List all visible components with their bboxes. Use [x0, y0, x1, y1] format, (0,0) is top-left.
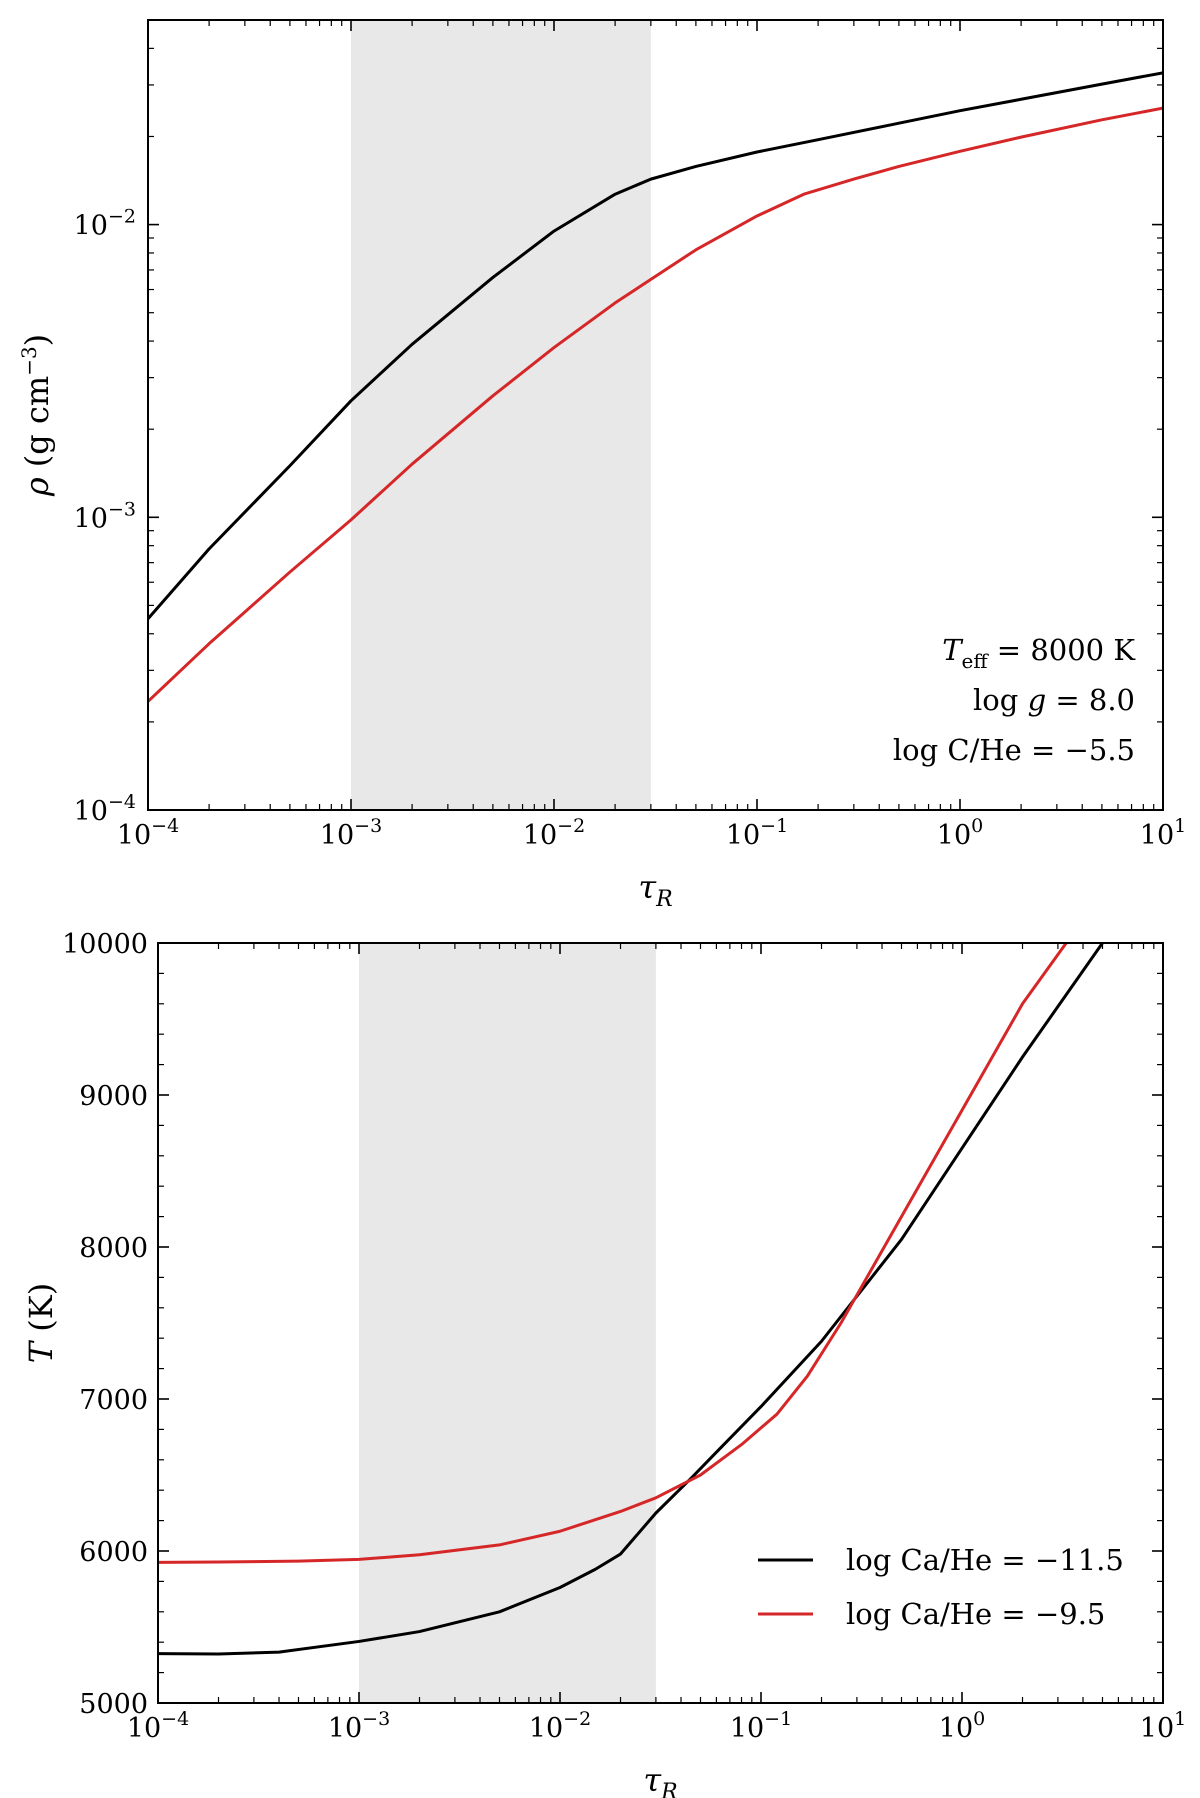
x-axis-label: τR — [643, 1761, 677, 1798]
plot-frame — [147, 19, 1164, 811]
annotation-symbol: T — [942, 633, 964, 667]
y-axis-label-symbol: ρ — [18, 477, 56, 497]
y-tick-label-3: 7000 — [79, 1385, 148, 1416]
x-axis-label-sub: R — [660, 1780, 678, 1798]
x-tick-label-3: 10−2 — [523, 815, 585, 851]
y-axis-label-close: ) — [18, 334, 56, 346]
y-axis-label: T (K) — [22, 1283, 60, 1363]
x-tick-label-2-exp: −3 — [354, 815, 382, 837]
x-tick-label-6: 101 — [1140, 1708, 1186, 1744]
x-tick-label-1-base: 10 — [127, 1713, 161, 1744]
x-tick-label-2-exp: −3 — [362, 1708, 390, 1730]
y-tick-label-1: 5000 — [79, 1689, 148, 1720]
x-axis-label-main: τ — [643, 1761, 662, 1798]
x-tick-label-4-exp: −1 — [764, 1708, 792, 1730]
x-tick-label-5-base: 10 — [939, 1713, 973, 1744]
x-axis-label-main: τ — [638, 868, 657, 906]
shaded-region — [359, 943, 656, 1703]
x-tick-label-5-exp: 0 — [973, 1708, 985, 1730]
x-axis-label-sub: R — [655, 887, 673, 912]
annotation-rest: = 8000 K — [988, 633, 1137, 667]
annotation-log: log — [973, 683, 1028, 717]
y-tick-label-6: 10000 — [62, 929, 148, 960]
y-tick-label-3-base: 10 — [74, 211, 108, 242]
x-tick-label-3-exp: −2 — [563, 1708, 591, 1730]
x-tick-label-2: 10−3 — [320, 815, 382, 851]
y-tick-label-1-exp: −4 — [108, 791, 136, 813]
y-tick-label-2-exp: −3 — [108, 498, 136, 520]
series-group — [158, 943, 1104, 1656]
series-group — [148, 71, 1163, 703]
y-tick-label-3-exp: −2 — [108, 206, 136, 228]
x-tick-label-5-exp: 0 — [971, 815, 983, 837]
x-tick-label-3-base: 10 — [523, 820, 557, 851]
x-tick-label-4-base: 10 — [726, 820, 760, 851]
x-tick-label-6-exp: 1 — [1174, 1708, 1186, 1730]
x-tick-label-1: 10−4 — [117, 815, 179, 851]
series-line-2 — [148, 106, 1163, 703]
x-tick-label-5: 100 — [937, 815, 983, 851]
annotation-rest: = 8.0 — [1046, 683, 1135, 717]
x-tick-label-2: 10−3 — [328, 1708, 390, 1744]
series-line-1 — [158, 943, 1104, 1656]
plot-frame — [157, 942, 1164, 1704]
x-tick-label-3: 10−2 — [529, 1708, 591, 1744]
temperature-panel: 10−4 10−3 10−2 10−1 100 101500060007000800090… — [22, 929, 1186, 1798]
x-tick-label-1-base: 10 — [117, 820, 151, 851]
x-tick-label-1-exp: −4 — [161, 1708, 189, 1730]
y-axis-label: ρ (g cm−3) — [17, 334, 56, 497]
shaded-region — [351, 20, 651, 810]
y-tick-label-1-base: 10 — [74, 796, 108, 827]
y-axis-label-symbol: T — [22, 1339, 60, 1363]
x-tick-label-2-base: 10 — [320, 820, 354, 851]
annotation-3: log C/He = −5.5 — [893, 733, 1135, 767]
x-tick-label-4: 10−1 — [726, 815, 788, 851]
x-tick-label-6-base: 10 — [1140, 1713, 1174, 1744]
x-tick-label-6: 101 — [1140, 815, 1186, 851]
annotation-1: Teff = 8000 K — [942, 633, 1136, 673]
series-line-1 — [148, 71, 1163, 621]
y-tick-label-3: 10−2 — [74, 206, 136, 242]
x-tick-label-1-exp: −4 — [151, 815, 179, 837]
legend-label-2: log Ca/He = −9.5 — [846, 1597, 1105, 1631]
x-tick-label-6-exp: 1 — [1174, 815, 1186, 837]
legend-label-1: log Ca/He = −11.5 — [846, 1543, 1124, 1577]
annotation-symbol: g — [1028, 683, 1047, 717]
y-axis-label-unit: (g cm — [18, 376, 56, 478]
x-tick-label-6-base: 10 — [1140, 820, 1174, 851]
y-tick-label-1: 10−4 — [74, 791, 136, 827]
x-tick-label-4-base: 10 — [730, 1713, 764, 1744]
x-tick-label-3-base: 10 — [529, 1713, 563, 1744]
y-tick-label-2: 10−3 — [74, 498, 136, 534]
y-tick-label-2-base: 10 — [74, 503, 108, 534]
x-tick-label-2-base: 10 — [328, 1713, 362, 1744]
y-tick-label-5: 9000 — [79, 1081, 148, 1112]
y-axis-label-exp: −3 — [17, 346, 41, 375]
x-tick-label-5-base: 10 — [937, 820, 971, 851]
annotation-2: log g = 8.0 — [973, 683, 1135, 717]
x-tick-label-4: 10−1 — [730, 1708, 792, 1744]
annotation-subscript: eff — [962, 649, 990, 673]
x-tick-label-3-exp: −2 — [557, 815, 585, 837]
x-axis-label: τR — [638, 868, 672, 912]
x-tick-label-1: 10−4 — [127, 1708, 189, 1744]
x-tick-label-5: 100 — [939, 1708, 985, 1744]
y-axis-label-unit: (K) — [22, 1283, 60, 1342]
series-line-2 — [158, 943, 1068, 1564]
x-tick-label-4-exp: −1 — [760, 815, 788, 837]
y-tick-label-4: 8000 — [79, 1233, 148, 1264]
y-tick-label-2: 6000 — [79, 1537, 148, 1568]
